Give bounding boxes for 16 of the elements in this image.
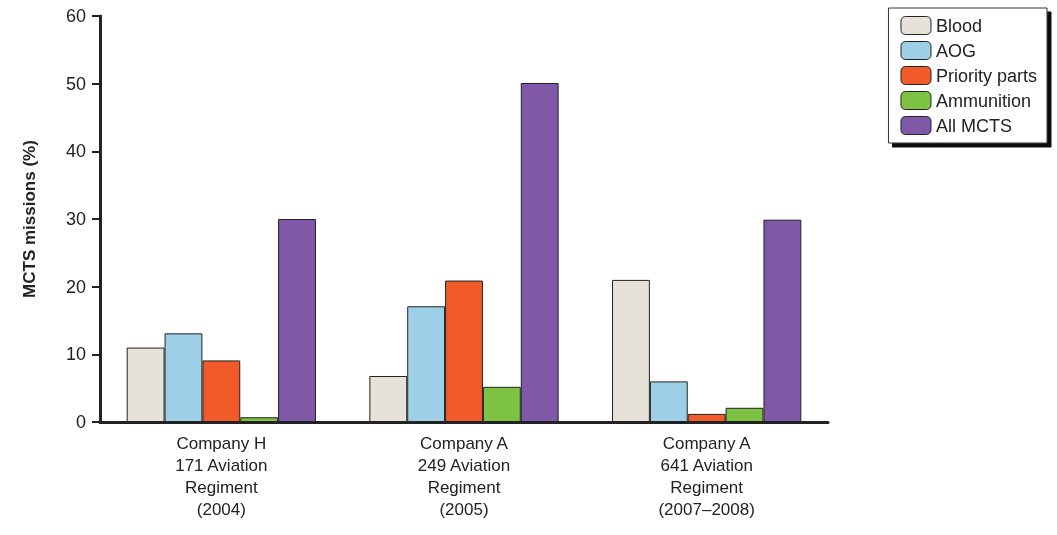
y-tick-label: 0 xyxy=(75,412,86,432)
legend-label: Ammunition xyxy=(935,90,1032,111)
y-axis-title: MCTS missions (%) xyxy=(20,140,39,298)
legend-label: All MCTS xyxy=(935,115,1012,136)
y-tick-label: 10 xyxy=(65,344,86,365)
legend-label: Priority parts xyxy=(935,65,1038,86)
y-tick-label: 50 xyxy=(65,73,86,94)
x-tick-label: Company H 171 Aviation Regiment (2004) xyxy=(175,433,268,519)
y-tick-label: 60 xyxy=(65,6,86,26)
x-tick-label: Company A 641 Aviation Regiment (2007–2008) xyxy=(658,433,755,519)
legend-label: Blood xyxy=(935,15,983,36)
y-tick-label: 20 xyxy=(65,276,86,297)
y-tick-label: 30 xyxy=(65,209,86,229)
x-tick-label: Company A 249 Aviation Regiment (2005) xyxy=(417,433,511,519)
y-tick-label: 40 xyxy=(65,141,86,162)
legend-label: AOG xyxy=(935,40,976,61)
